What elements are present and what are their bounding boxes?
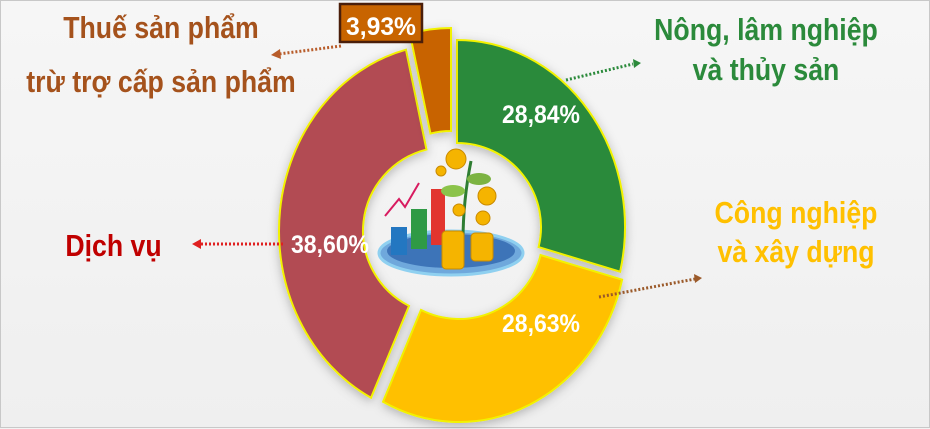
- leader-nong-lam: [565, 62, 634, 82]
- value-label: 28,84%: [502, 101, 580, 129]
- value-label: 38,60%: [291, 231, 369, 259]
- label-thue-line1: Thuế sản phẩm: [63, 10, 259, 45]
- value-label: 3,93%: [346, 13, 416, 41]
- label-cong-nghiep-line1: Công nghiệp: [714, 195, 878, 230]
- slice-1: [381, 253, 624, 423]
- value-label-box: [338, 2, 424, 44]
- finance-growth-icon: [377, 148, 525, 277]
- slice-2: [278, 48, 428, 400]
- value-label: 28,63%: [502, 310, 580, 338]
- label-nong-lam-line2: và thủy sản: [692, 52, 840, 87]
- leader-thue: [278, 44, 342, 56]
- label-thue-line2: trừ trợ cấp sản phẩm: [26, 64, 296, 99]
- label-dich-vu: Dịch vụ: [65, 228, 162, 263]
- slice-0: [456, 38, 626, 273]
- label-nong-lam-line1: Nông, lâm nghiệp: [654, 12, 878, 47]
- leader-cong-nghiep: [598, 277, 696, 299]
- label-cong-nghiep-line2: và xây dựng: [717, 234, 875, 269]
